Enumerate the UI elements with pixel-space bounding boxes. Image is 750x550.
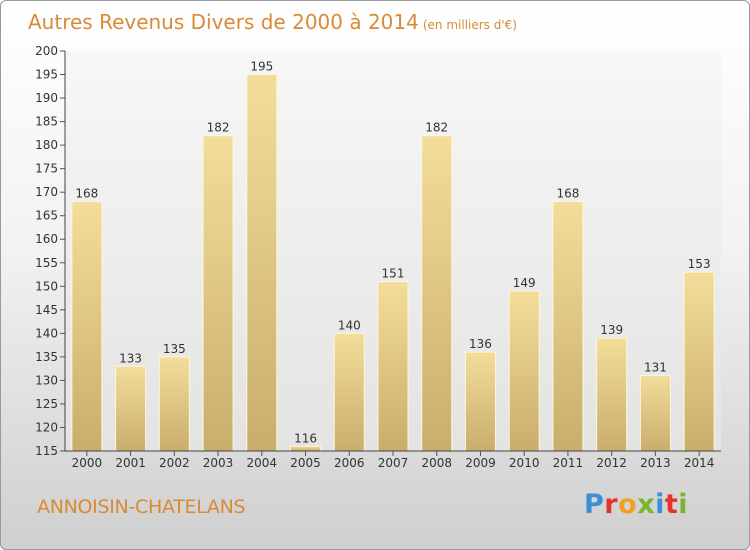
y-tick-label: 135: [35, 350, 58, 364]
x-tick-label: 2010: [509, 456, 540, 470]
x-tick-label: 2009: [465, 456, 496, 470]
x-tick-label: 2005: [290, 456, 321, 470]
bar: [552, 201, 584, 452]
bar: [464, 351, 496, 452]
data-label: 149: [513, 276, 536, 290]
x-tick-label: 2001: [115, 456, 146, 470]
y-tick-label: 200: [35, 44, 58, 58]
data-label: 133: [119, 351, 142, 365]
bar: [333, 332, 365, 452]
data-label: 140: [338, 318, 361, 332]
logo-letter: o: [618, 489, 638, 520]
y-tick-label: 150: [35, 279, 58, 293]
x-tick-label: 2013: [640, 456, 671, 470]
bar: [290, 445, 322, 452]
y-tick-label: 185: [35, 115, 58, 129]
x-tick-label: 2004: [247, 456, 278, 470]
bar: [596, 337, 628, 452]
data-label: 182: [207, 121, 230, 135]
y-tick-label: 180: [35, 138, 58, 152]
x-tick-label: 2003: [203, 456, 234, 470]
y-tick-label: 175: [35, 162, 58, 176]
bar: [71, 201, 103, 452]
bar: [639, 375, 671, 452]
x-tick-label: 2011: [553, 456, 584, 470]
y-tick-label: 195: [35, 68, 58, 82]
logo-letter: t: [664, 489, 679, 520]
y-tick-label: 120: [35, 420, 58, 434]
x-tick-label: 2014: [684, 456, 715, 470]
y-tick-label: 130: [35, 373, 58, 387]
y-tick-label: 160: [35, 232, 58, 246]
data-label: 182: [425, 121, 448, 135]
bar: [246, 74, 278, 452]
bar: [508, 290, 540, 452]
logo-letter: x: [637, 489, 656, 520]
data-label: 151: [382, 267, 405, 281]
y-tick-label: 115: [35, 444, 58, 458]
data-label: 116: [294, 431, 317, 445]
bar: [202, 135, 234, 452]
town-name: ANNOISIN-CHATELANS: [37, 496, 246, 518]
bar: [377, 281, 409, 452]
y-tick-label: 155: [35, 256, 58, 270]
logo-letter: P: [584, 489, 605, 520]
x-tick-label: 2007: [378, 456, 409, 470]
data-label: 195: [250, 60, 273, 74]
y-tick-label: 125: [35, 397, 58, 411]
data-label: 136: [469, 337, 492, 351]
y-tick-label: 140: [35, 326, 58, 340]
data-label: 131: [644, 361, 667, 375]
chart-title-text: Autres Revenus Divers de 2000 à 2014: [28, 10, 419, 34]
x-tick-label: 2002: [159, 456, 190, 470]
proxiti-logo: Proxiti: [584, 489, 688, 520]
logo-letter: i: [678, 489, 689, 520]
bar: [683, 271, 715, 452]
chart-title: Autres Revenus Divers de 2000 à 2014 (en …: [28, 10, 517, 34]
chart-subtitle: (en milliers d'€): [422, 18, 517, 32]
logo-letter: r: [604, 489, 619, 520]
data-label: 135: [163, 342, 186, 356]
bar: [158, 356, 190, 452]
y-tick-label: 165: [35, 209, 58, 223]
data-label: 168: [75, 187, 98, 201]
y-tick-label: 170: [35, 185, 58, 199]
x-tick-label: 2006: [334, 456, 365, 470]
data-label: 168: [556, 187, 579, 201]
bar: [115, 365, 147, 452]
x-tick-label: 2012: [596, 456, 627, 470]
y-tick-label: 145: [35, 303, 58, 317]
data-label: 139: [600, 323, 623, 337]
y-tick-label: 190: [35, 91, 58, 105]
bar: [421, 135, 453, 452]
data-label: 153: [688, 257, 711, 271]
x-tick-label: 2008: [421, 456, 452, 470]
x-tick-label: 2000: [72, 456, 103, 470]
logo-letter: i: [655, 489, 665, 520]
